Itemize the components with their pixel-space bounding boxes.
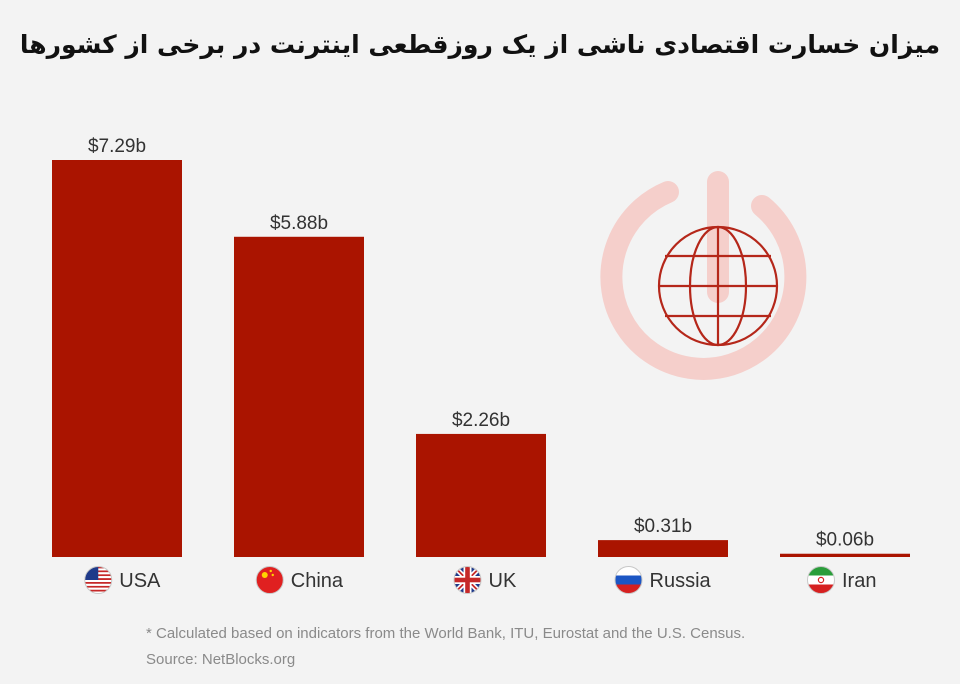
iran-flag-icon <box>807 566 835 594</box>
bar-iran <box>780 553 910 557</box>
chart-title: میزان خسارت اقتصادی ناشی از یک روزقطعی ا… <box>19 30 941 59</box>
data-label: $2.26b <box>452 410 510 431</box>
source-note: Source: NetBlocks.org <box>146 651 296 668</box>
bar-russia <box>598 540 728 557</box>
bar-usa <box>52 160 182 557</box>
category-label: USA <box>119 570 161 592</box>
data-label: $0.06b <box>816 530 874 551</box>
footnote: * Calculated based on indicators from th… <box>146 625 746 642</box>
category-label: UK <box>489 570 517 592</box>
power-globe-icon <box>600 171 807 380</box>
data-label: $5.88b <box>270 213 328 234</box>
bar-uk <box>416 433 546 557</box>
category-label: Iran <box>842 570 876 592</box>
uk-flag-icon <box>453 566 482 594</box>
flags-group <box>84 566 835 594</box>
category-label: Russia <box>650 570 712 592</box>
value-labels-group: $7.29b $5.88b $2.26b $0.31b $0.06b <box>88 136 874 551</box>
russia-flag-icon <box>614 566 643 594</box>
bar-china <box>234 236 364 557</box>
bars-group <box>52 160 910 557</box>
usa-flag-icon <box>84 566 113 594</box>
data-label: $0.31b <box>634 516 692 537</box>
china-flag-icon <box>255 566 284 594</box>
category-label: China <box>291 570 344 592</box>
category-labels-group: USA China UK Russia Iran <box>119 570 876 592</box>
data-label: $7.29b <box>88 136 146 157</box>
